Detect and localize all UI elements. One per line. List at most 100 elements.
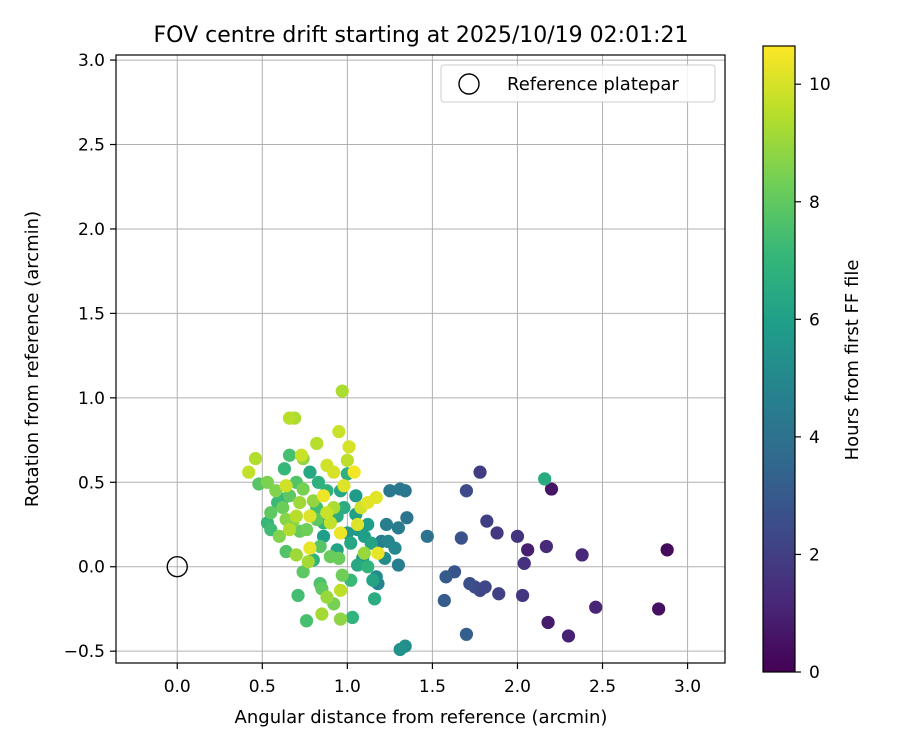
legend-reference-marker [458,73,480,95]
scatter-point [333,526,348,540]
scatter-point [301,555,315,569]
scatter-point [332,425,346,439]
scatter-point [335,568,349,582]
x-tick-label: 3.0 [674,677,701,697]
scatter-point [332,551,346,565]
scatter-point [575,548,589,562]
x-axis-ticks: 0.0 0.5 1.0 1.5 2.0 2.5 3.0 [164,663,701,697]
scatter-point [517,556,531,570]
scatter-point [510,529,525,543]
colorbar-tick-label: 8 [809,193,820,213]
scatter-point [391,521,405,535]
scatter-point [316,529,331,543]
scatter-point [459,627,474,641]
scatter-point [296,482,310,496]
scatter-point [299,522,314,537]
scatter-point [313,539,327,554]
scatter-point [303,465,317,479]
x-axis-label: Angular distance from reference (arcmin) [235,707,608,728]
scatter-point [439,570,453,584]
scatter-point [277,462,292,476]
scatter-point [490,526,504,540]
y-tick-label: −0.5 [64,642,105,662]
scatter-point [379,517,394,532]
scatter-point [289,548,303,562]
scatter-point [454,531,468,545]
x-tick-label: 0.0 [164,677,191,697]
scatter-point [366,573,380,587]
scatter-point [276,501,290,515]
scatter-point [652,602,666,616]
scatter-point [264,506,278,520]
scatter-point [473,465,487,479]
scatter-point [311,475,326,489]
scatter-point [282,489,297,503]
scatter-point [310,436,324,451]
scatter-point [349,489,363,503]
y-tick-label: 2.0 [78,220,105,240]
y-tick-label: 3.0 [78,51,105,71]
scatter-point [327,465,341,479]
scatter-point [337,501,351,515]
scatter-point [345,610,360,625]
colorbar-tick-label: 2 [809,545,820,565]
scatter-point [388,541,402,555]
x-tick-label: 2.5 [589,677,616,697]
y-tick-label: 2.5 [78,136,105,156]
scatter-point [303,541,317,555]
colorbar [762,45,796,673]
scatter-point [315,607,329,621]
scatter-point [383,484,397,498]
scatter-point [333,583,348,597]
scatter-point [538,472,552,486]
colorbar-tick-label: 4 [809,428,820,448]
y-tick-label: 1.5 [78,304,105,324]
scatter-point [279,512,293,527]
scatter-point [400,511,414,525]
scatter-point [242,465,256,479]
scatter-point [260,475,274,489]
scatter-point [340,453,354,467]
y-axis-ticks: −0.5 0.0 0.5 1.0 1.5 2.0 2.5 3.0 [64,51,116,662]
scatter-point [561,629,576,643]
x-tick-label: 1.0 [334,677,361,697]
scatter-point [320,590,334,604]
scatter-point [282,522,297,537]
scatter-point [282,448,297,462]
legend-label-reference: Reference platepar [507,74,679,95]
scatter-point [361,560,375,574]
scatter-point [660,543,674,557]
colorbar-tick-label: 10 [809,75,831,95]
scatter-point [269,484,283,498]
scatter-point [544,482,559,496]
scatter-point [367,592,382,606]
scatter-point [589,600,603,614]
scatter-point [391,558,405,572]
scatter-point [521,543,535,557]
y-tick-label: 0.5 [78,473,105,493]
scatter-point [303,509,317,523]
colorbar-tick-label: 0 [809,663,820,683]
scatter-point [344,536,358,550]
scatter-point [320,506,334,520]
scatter-point [282,411,297,425]
scatter-point [420,529,434,543]
scatter-point [357,546,371,560]
scatter-point [272,529,286,543]
legend: Reference platepar [440,64,716,103]
reference-marker-layer [166,556,188,578]
x-tick-label: 1.5 [419,677,446,697]
plot-frame [115,54,726,664]
scatter-point [350,558,365,572]
scatter-point [478,580,492,594]
scatter-point [361,517,375,532]
scatter-point [323,516,337,530]
scatter-point [371,546,385,560]
chart-title: FOV centre drift starting at 2025/10/19 … [154,23,689,48]
x-tick-label: 0.5 [249,677,276,697]
scatter-point [364,536,378,550]
colorbar-label: Hours from first FF file [842,260,863,461]
scatter-point [335,384,349,398]
scatter-point [248,452,263,466]
